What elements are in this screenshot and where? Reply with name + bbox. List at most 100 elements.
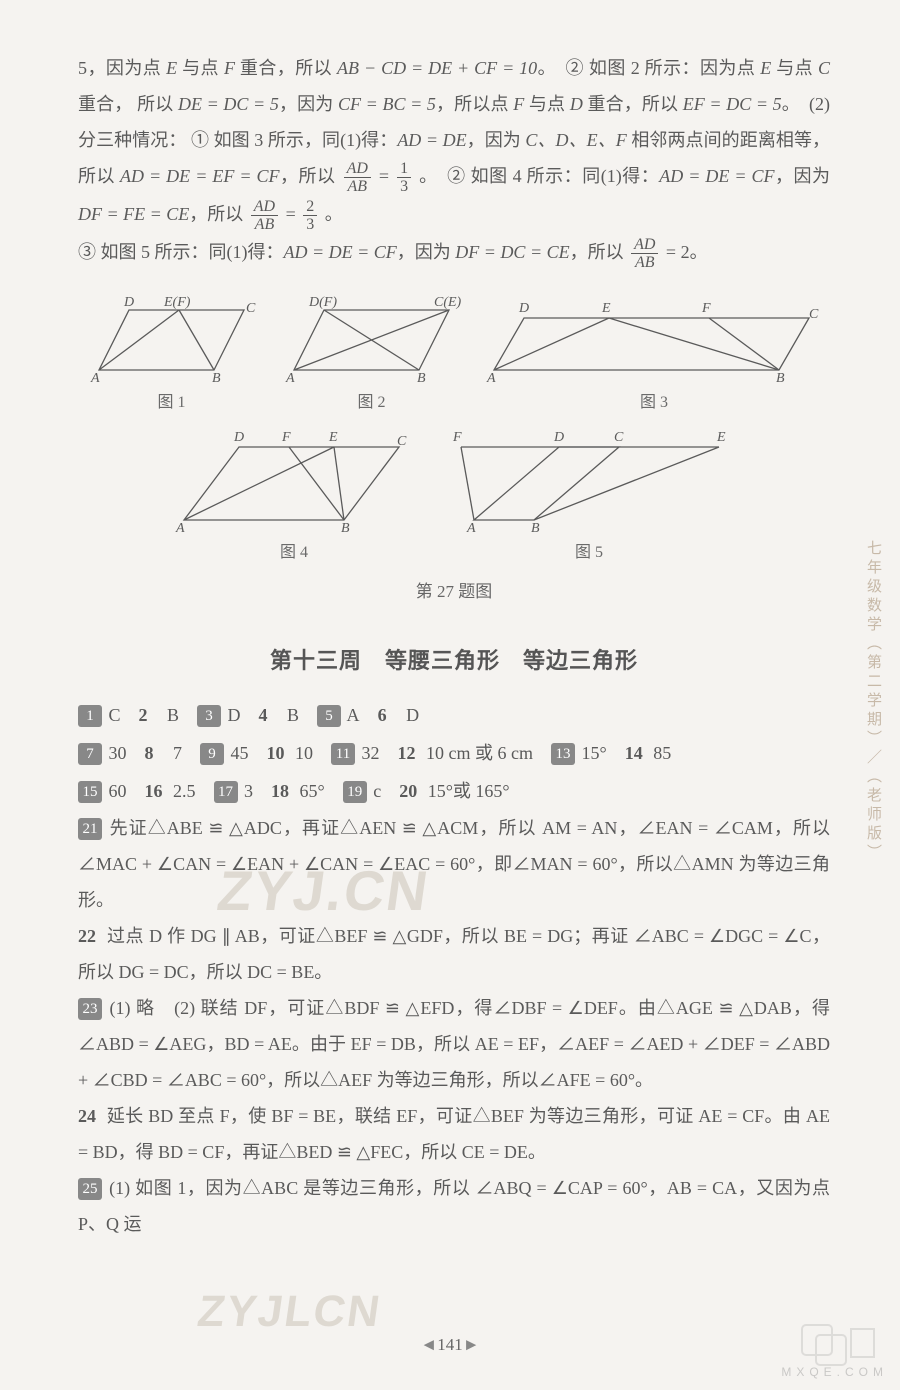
answers-row-3: 15 6016 2.517 318 65°19 c20 15°或 165° — [78, 773, 830, 811]
page-content: ZYJ.CN ZYJLCN 5，因为点 E 与点 F 重合，所以 AB − CD… — [78, 50, 830, 1242]
question-number: 17 — [214, 781, 238, 803]
answer-value: 85 — [649, 743, 672, 763]
t: ，因为 — [467, 130, 526, 150]
svg-text:D: D — [233, 430, 244, 445]
question-number: 11 — [331, 743, 355, 765]
eq: CF = BC = 5 — [338, 94, 436, 114]
t: ，因为 — [279, 94, 338, 114]
svg-text:B: B — [417, 371, 426, 385]
t: ① 如图 3 所示，同(1)得： — [191, 130, 397, 150]
var: D — [570, 94, 583, 114]
svg-text:F: F — [281, 430, 291, 445]
answer-value: 3 — [240, 781, 254, 801]
t: 重合， — [78, 94, 132, 114]
question-number: 1 — [78, 705, 102, 727]
eq: DF = FE = CE — [78, 204, 189, 224]
svg-text:B: B — [212, 371, 221, 385]
t: 与点 — [177, 58, 224, 78]
answer-value: 45 — [226, 743, 249, 763]
t: 。 — [325, 204, 343, 224]
answer-text: 过点 D 作 DG ∥ AB，可证△BEF ≌ △GDF，所以 BE = DG；… — [78, 926, 830, 982]
fig-label: 图 3 — [640, 387, 668, 419]
figure-2: D(F)C(E) AB 图 2 — [279, 290, 464, 419]
answer-value: 2.5 — [169, 781, 196, 801]
eq: EF = DC = 5 — [683, 94, 782, 114]
eq: AD = DE = CF — [659, 166, 774, 186]
svg-text:D(F): D(F) — [308, 295, 337, 310]
t: = — [379, 166, 394, 186]
fraction: ADAB — [251, 198, 278, 234]
fraction: 13 — [397, 160, 411, 196]
page-number: ◄141► — [0, 1328, 900, 1362]
svg-text:D: D — [123, 295, 134, 310]
q23: 23 (1) 略 (2) 联结 DF，可证△BDF ≌ △EFD，得∠DBF =… — [78, 990, 830, 1098]
den: AB — [251, 216, 278, 234]
parallelogram-2-icon: D(F)C(E) AB — [279, 290, 464, 385]
answer-value: 15°或 165° — [423, 781, 509, 801]
svg-text:E: E — [601, 301, 611, 316]
answer-value: 10 — [291, 743, 314, 763]
den: 3 — [303, 216, 317, 234]
page-number-value: 141 — [437, 1335, 463, 1354]
t: 与点 — [771, 58, 818, 78]
answer-value: 65° — [295, 781, 325, 801]
answer-value: 60 — [104, 781, 127, 801]
num: AD — [251, 198, 278, 217]
eq: AB − CD = DE + CF = 10 — [337, 58, 537, 78]
question-number: 2 — [139, 697, 161, 735]
question-number: 7 — [78, 743, 102, 765]
svg-text:C: C — [809, 307, 819, 322]
answer-text: (1) 略 (2) 联结 DF，可证△BDF ≌ △EFD，得∠DBF = ∠D… — [78, 998, 830, 1090]
var: C — [818, 58, 830, 78]
svg-text:E(F): E(F) — [163, 295, 191, 310]
eq: DF = DC = CE — [455, 242, 569, 262]
question-number: 25 — [78, 1178, 102, 1200]
t: = 2。 — [666, 242, 708, 262]
svg-text:B: B — [776, 371, 785, 385]
num: AD — [631, 236, 658, 255]
intro-paragraph: 5，因为点 E 与点 F 重合，所以 AB − CD = DE + CF = 1… — [78, 50, 830, 272]
t: 与点 — [524, 94, 570, 114]
var: E — [166, 58, 177, 78]
t: 所以 — [137, 94, 178, 114]
den: 3 — [397, 178, 411, 196]
answer-value: 30 — [104, 743, 127, 763]
answer-value: 15° — [577, 743, 607, 763]
question-number: 13 — [551, 743, 575, 765]
answer-value: 7 — [169, 743, 183, 763]
num: AD — [344, 160, 371, 179]
t: ，所以 — [280, 166, 336, 186]
question-number: 22 — [78, 918, 100, 954]
t: ③ 如图 5 所示：同(1)得： — [78, 242, 284, 262]
question-number: 12 — [398, 735, 420, 773]
parallelogram-3-icon: DEFC AB — [484, 290, 824, 385]
parallelogram-5-icon: FDCE AB — [439, 425, 739, 535]
t: 重合，所以 — [583, 94, 683, 114]
answer-value: D — [223, 705, 241, 725]
svg-text:E: E — [328, 430, 338, 445]
answers-row-1: 1 C2 B3 D4 B5 A6 D — [78, 697, 830, 735]
t: ，所以点 — [436, 94, 513, 114]
den: AB — [631, 254, 658, 272]
var: CF — [257, 166, 280, 186]
fig-label: 图 2 — [357, 387, 385, 419]
svg-text:A: A — [285, 371, 295, 385]
t: ，因为 — [775, 166, 831, 186]
fig-label: 图 1 — [157, 387, 185, 419]
t: ，所以 — [189, 204, 243, 224]
figure-caption: 第 27 题图 — [78, 575, 830, 609]
var: F — [513, 94, 524, 114]
triangle-right-icon: ► — [463, 1335, 480, 1354]
fraction: 23 — [303, 198, 317, 234]
t: ，所以 — [570, 242, 624, 262]
question-number: 21 — [78, 818, 102, 840]
answer-value: c — [369, 781, 382, 801]
svg-text:F: F — [452, 430, 462, 445]
question-number: 5 — [317, 705, 341, 727]
corner-url: MXQE.COM — [781, 1360, 888, 1384]
svg-text:E: E — [716, 430, 726, 445]
figure-3: DEFC AB 图 3 — [484, 290, 824, 419]
num: 1 — [397, 160, 411, 179]
fraction: ADAB — [631, 236, 658, 272]
answer-value: B — [163, 705, 180, 725]
